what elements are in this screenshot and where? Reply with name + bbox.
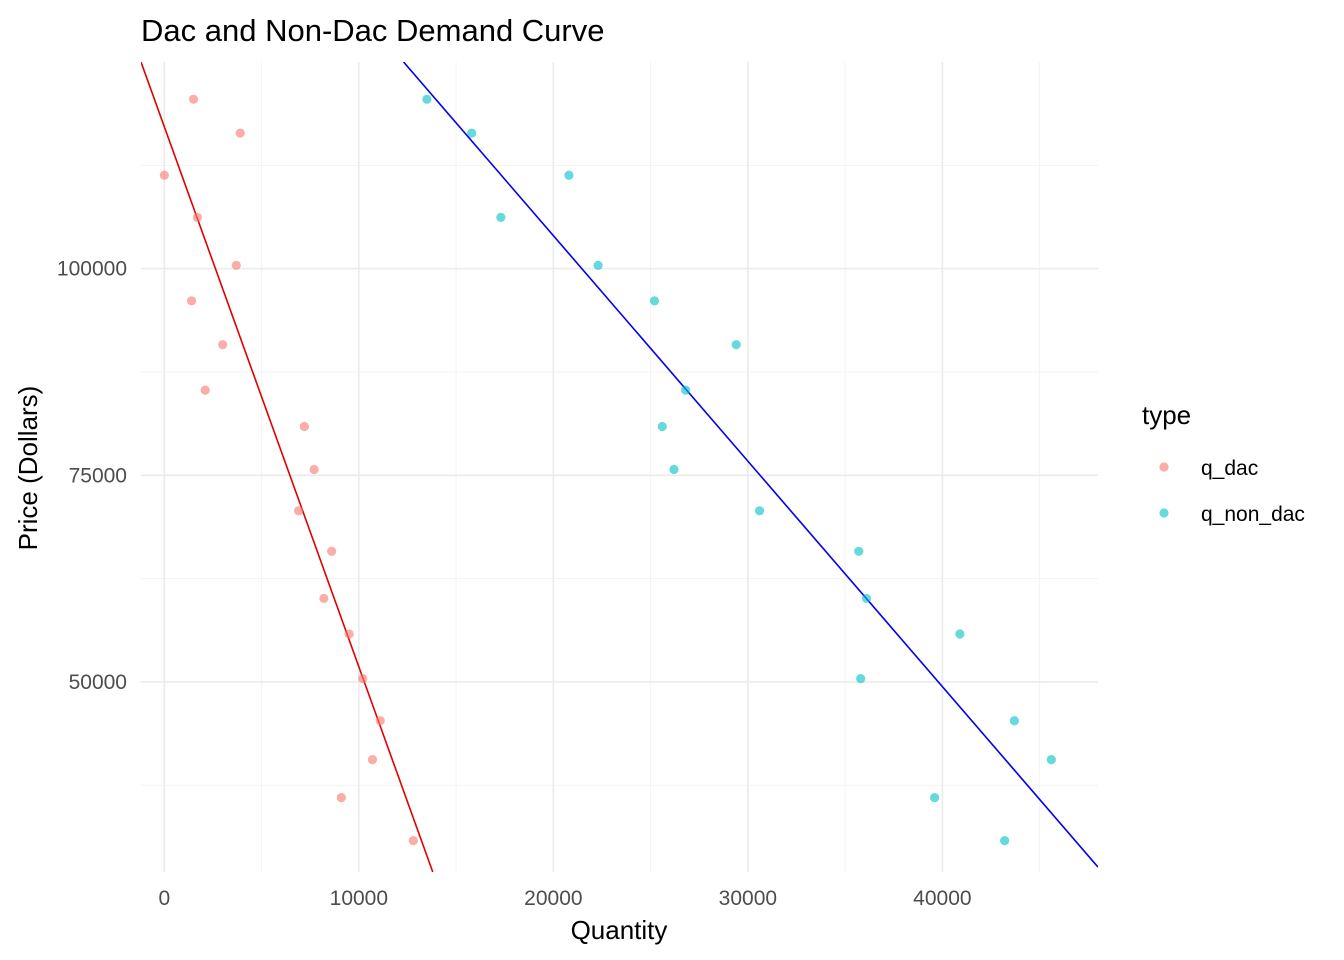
x-axis-title: Quantity bbox=[571, 915, 668, 945]
x-tick-label: 30000 bbox=[719, 887, 777, 910]
data-point-q_dac bbox=[231, 260, 241, 270]
data-point-q_dac bbox=[235, 128, 245, 138]
data-point-q_non_dac bbox=[955, 629, 965, 639]
y-tick-label: 100000 bbox=[57, 258, 127, 281]
data-point-q_non_dac bbox=[930, 793, 940, 803]
legend-key-q_dac bbox=[1159, 462, 1169, 472]
data-point-q_dac bbox=[293, 506, 304, 516]
data-point-q_dac bbox=[186, 296, 197, 306]
data-point-q_dac bbox=[200, 385, 210, 395]
data-point-q_dac bbox=[367, 754, 378, 765]
data-point-q_non_dac bbox=[681, 385, 691, 395]
data-point-q_dac bbox=[188, 94, 199, 104]
major-gridlines bbox=[141, 62, 1098, 872]
data-point-q_non_dac bbox=[1009, 716, 1019, 726]
data-point-q_non_dac bbox=[854, 546, 864, 556]
y-tick-label: 75000 bbox=[69, 464, 127, 487]
data-points bbox=[159, 94, 1056, 846]
data-point-q_dac bbox=[218, 340, 228, 350]
x-tick-label: 20000 bbox=[524, 887, 582, 910]
legend-key-q_non_dac bbox=[1159, 508, 1169, 518]
legend: type q_dac q_non_dac bbox=[1142, 400, 1305, 526]
plot-area bbox=[141, 62, 1098, 872]
legend-items: q_dac q_non_dac bbox=[1159, 457, 1305, 526]
data-point-q_non_dac bbox=[856, 673, 866, 684]
minor-gridlines bbox=[141, 62, 1098, 872]
data-point-q_non_dac bbox=[422, 94, 432, 104]
legend-title: type bbox=[1142, 400, 1191, 430]
data-point-q_non_dac bbox=[754, 506, 765, 516]
data-point-q_dac bbox=[358, 673, 368, 684]
data-point-q_non_dac bbox=[731, 340, 741, 350]
data-point-q_dac bbox=[375, 716, 385, 726]
data-point-q_dac bbox=[327, 546, 337, 556]
data-point-q_dac bbox=[299, 421, 309, 432]
data-point-q_dac bbox=[192, 212, 203, 222]
data-point-q_non_dac bbox=[467, 128, 477, 138]
y-axis-ticks: 50000 75000 100000 bbox=[57, 258, 127, 694]
data-point-q_dac bbox=[159, 170, 169, 180]
data-point-q_dac bbox=[408, 835, 418, 846]
legend-label-q_non_dac: q_non_dac bbox=[1201, 503, 1305, 526]
data-point-q_non_dac bbox=[861, 593, 872, 604]
data-point-q_dac bbox=[336, 793, 346, 803]
data-point-q_non_dac bbox=[564, 170, 574, 180]
x-tick-label: 0 bbox=[158, 887, 170, 910]
data-point-q_dac bbox=[309, 464, 319, 475]
data-point-q_non_dac bbox=[1000, 835, 1010, 846]
data-point-q_non_dac bbox=[657, 421, 667, 432]
x-tick-label: 10000 bbox=[330, 887, 388, 910]
y-axis-title: Price (Dollars) bbox=[13, 386, 43, 551]
data-point-q_non_dac bbox=[669, 464, 679, 475]
trend-line-q_non_dac bbox=[402, 62, 1098, 868]
legend-label-q_dac: q_dac bbox=[1201, 457, 1258, 480]
y-tick-label: 50000 bbox=[69, 671, 127, 694]
data-point-q_dac bbox=[319, 593, 329, 604]
data-point-q_non_dac bbox=[1046, 754, 1056, 765]
trend-lines bbox=[141, 62, 1098, 872]
data-point-q_non_dac bbox=[649, 296, 660, 306]
x-axis-ticks: 0 10000 20000 30000 40000 bbox=[158, 887, 971, 910]
data-point-q_non_dac bbox=[496, 212, 506, 222]
data-point-q_dac bbox=[344, 629, 354, 639]
chart-title: Dac and Non-Dac Demand Curve bbox=[141, 13, 605, 48]
data-point-q_non_dac bbox=[593, 260, 603, 270]
x-tick-label: 40000 bbox=[913, 887, 971, 910]
trend-line-q_dac bbox=[141, 62, 434, 872]
